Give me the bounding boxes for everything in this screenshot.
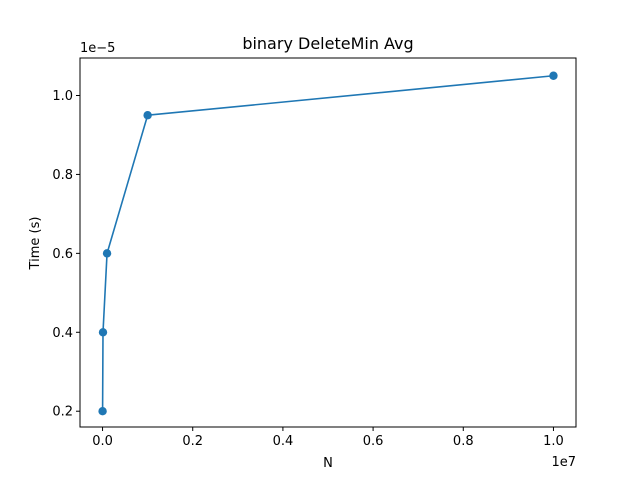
x-tick-label: 0.0 <box>92 434 113 449</box>
y-offset-label: 1e−5 <box>80 41 115 56</box>
x-tick-label: 0.6 <box>363 434 384 449</box>
y-axis-ticks: 0.2 0.4 0.6 0.8 1.0 <box>52 89 80 420</box>
x-tick-label: 0.4 <box>273 434 294 449</box>
x-tick-label: 0.2 <box>182 434 203 449</box>
data-point <box>143 111 152 120</box>
x-axis-label: N <box>323 456 333 471</box>
data-point <box>102 249 112 258</box>
data-point <box>549 71 558 80</box>
x-axis-ticks: 0.0 0.2 0.4 0.6 0.8 1.0 <box>92 427 564 449</box>
axes-frame <box>79 57 577 428</box>
data-point <box>98 407 107 416</box>
y-tick-label: 1.0 <box>52 89 73 104</box>
y-tick-label: 0.2 <box>52 405 73 420</box>
x-offset-label: 1e7 <box>551 455 576 470</box>
data-point <box>98 328 108 337</box>
y-axis-label: Time (s) <box>28 217 43 271</box>
y-tick-label: 0.6 <box>52 247 73 262</box>
x-tick-label: 1.0 <box>543 434 564 449</box>
chart-title: binary DeleteMin Avg <box>242 34 413 53</box>
x-tick-label: 0.8 <box>453 434 474 449</box>
y-tick-label: 0.4 <box>52 326 73 341</box>
plot-series <box>98 71 558 416</box>
y-tick-label: 0.8 <box>52 168 73 183</box>
